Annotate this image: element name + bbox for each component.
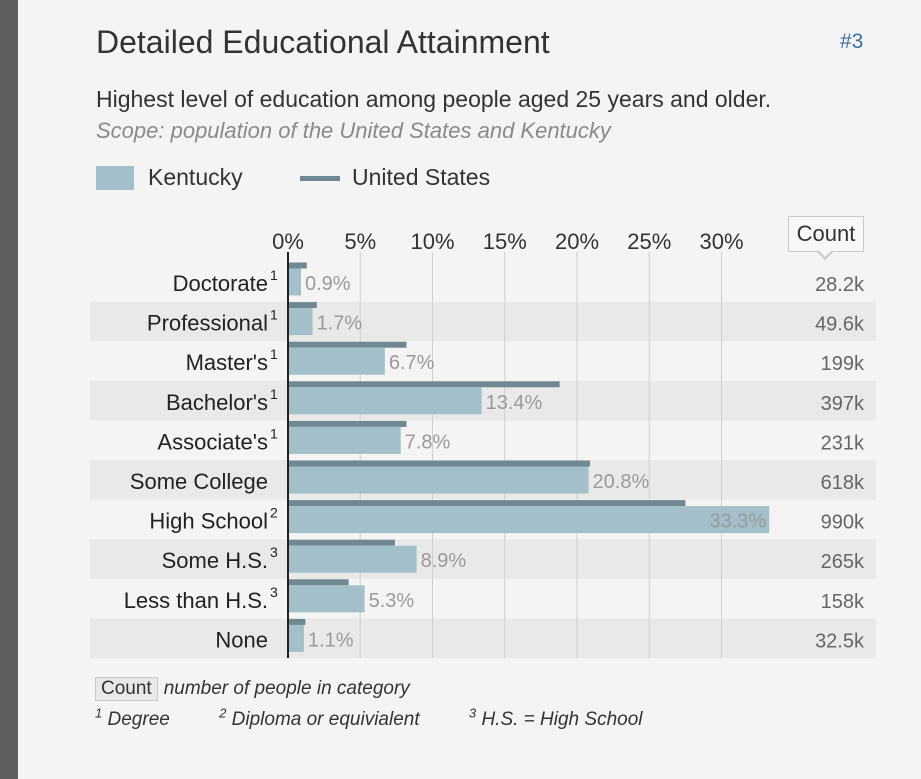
category-label: High School [149, 509, 268, 534]
count-value: 49.6k [815, 314, 865, 336]
bar-kentucky [288, 585, 365, 613]
bar-kentucky [288, 347, 385, 375]
bar-kentucky [288, 466, 589, 494]
category-footnote-mark: 1 [270, 267, 278, 283]
footnote-1-text: Degree [107, 709, 170, 731]
category-label: Professional [147, 311, 268, 336]
footnote-2-mark: 2 [219, 706, 227, 721]
footnote-1-mark: 1 [95, 706, 103, 721]
x-tick-label: 10% [410, 229, 454, 254]
x-tick-label: 15% [483, 229, 527, 254]
count-value: 397k [821, 393, 865, 415]
bar-value-label: 13.4% [486, 392, 543, 414]
row-stripe [90, 618, 876, 658]
legend-label-kentucky: Kentucky [148, 164, 243, 190]
chart-panel: Detailed Educational Attainment #3 Highe… [18, 0, 921, 779]
footnote-2: 2 Diploma or equivialent [219, 706, 420, 731]
bar-united-states [288, 460, 591, 467]
bar-value-label: 5.3% [369, 590, 415, 612]
x-tick-label: 25% [627, 229, 671, 254]
bar-chart: 0% 5% 10% 15% 20% 25% 30%0.9%Doctorate 1 28.2k1.… [90, 229, 876, 658]
footnote-2-text: Diploma or equivialent [231, 709, 420, 731]
category-label: Master's [186, 350, 268, 375]
bar-kentucky [288, 624, 304, 652]
footnote-3-text: H.S. = High School [481, 709, 643, 731]
bar-kentucky [288, 426, 401, 454]
footer-count-badge: Count [95, 677, 158, 701]
footer-count-description: number of people in category [163, 678, 410, 699]
count-value: 231k [821, 432, 865, 454]
footnote-3: 3 H.S. = High School [468, 706, 643, 731]
footer-count-note: Count number of people in category [95, 677, 410, 701]
bar-united-states [288, 579, 349, 586]
category-label: Some College [130, 469, 268, 494]
category-footnote-mark: 1 [270, 425, 278, 441]
legend-swatch-kentucky [96, 166, 134, 190]
chart-title: Detailed Educational Attainment [96, 24, 550, 60]
bar-kentucky [288, 308, 313, 336]
bar-united-states [288, 302, 317, 309]
category-label: Bachelor's [166, 390, 268, 415]
bar-united-states [288, 618, 306, 625]
x-tick-label: 0% [272, 229, 304, 254]
x-tick-label: 5% [344, 229, 376, 254]
footnote-3-mark: 3 [468, 706, 477, 721]
chart-subtitle: Highest level of education among people … [96, 86, 772, 112]
bar-kentucky [288, 506, 770, 534]
count-header-pointer-inner [818, 250, 832, 257]
rank-link[interactable]: #3 [840, 30, 864, 53]
bar-united-states [288, 381, 560, 388]
count-value: 158k [821, 591, 865, 613]
bar-value-label: 8.9% [421, 550, 467, 572]
bar-value-label: 6.7% [389, 352, 435, 374]
bar-kentucky [288, 545, 417, 573]
count-value: 32.5k [815, 630, 865, 652]
legend-label-united-states: United States [352, 164, 491, 190]
category-label: Associate's [157, 429, 268, 454]
bar-kentucky [288, 387, 482, 415]
count-value: 990k [821, 512, 865, 534]
count-column-header[interactable]: Count [788, 216, 864, 252]
footnotes: 1 Degree 2 Diploma or equivialent 3 H.S.… [95, 706, 687, 731]
bar-value-label: 7.8% [405, 431, 451, 453]
category-label: Less than H.S. [124, 588, 268, 613]
category-footnote-mark: 1 [270, 307, 278, 323]
bar-united-states [288, 420, 407, 427]
chart-scope: Scope: population of the United States a… [96, 118, 611, 143]
count-value: 28.2k [815, 274, 865, 296]
category-footnote-mark: 1 [270, 346, 278, 362]
row-stripe [90, 380, 876, 421]
count-value: 265k [821, 551, 865, 573]
bar-united-states [288, 262, 307, 269]
category-footnote-mark: 3 [270, 544, 278, 560]
bar-value-label: 0.9% [305, 273, 351, 295]
x-tick-label: 30% [699, 229, 743, 254]
category-footnote-mark: 3 [270, 584, 278, 600]
bar-value-label: 1.7% [317, 313, 363, 335]
row-stripe [90, 301, 876, 342]
category-footnote-mark: 1 [270, 386, 278, 402]
footnote-1: 1 Degree [95, 706, 170, 731]
category-footnote-mark: 2 [270, 505, 278, 521]
count-value: 618k [821, 472, 865, 494]
category-label: Doctorate [173, 271, 268, 296]
bar-value-label: 33.3% [709, 511, 766, 533]
bar-united-states [288, 341, 407, 348]
bar-united-states [288, 539, 395, 546]
legend-swatch-united-states [300, 176, 340, 181]
row-stripe [90, 539, 876, 579]
category-label: None [215, 627, 268, 652]
count-value: 199k [821, 353, 865, 375]
bar-value-label: 1.1% [308, 629, 354, 651]
category-label: Some H.S. [162, 548, 268, 573]
x-tick-label: 20% [555, 229, 599, 254]
bar-value-label: 20.8% [593, 471, 650, 493]
bar-kentucky [288, 268, 302, 296]
bar-united-states [288, 500, 686, 507]
